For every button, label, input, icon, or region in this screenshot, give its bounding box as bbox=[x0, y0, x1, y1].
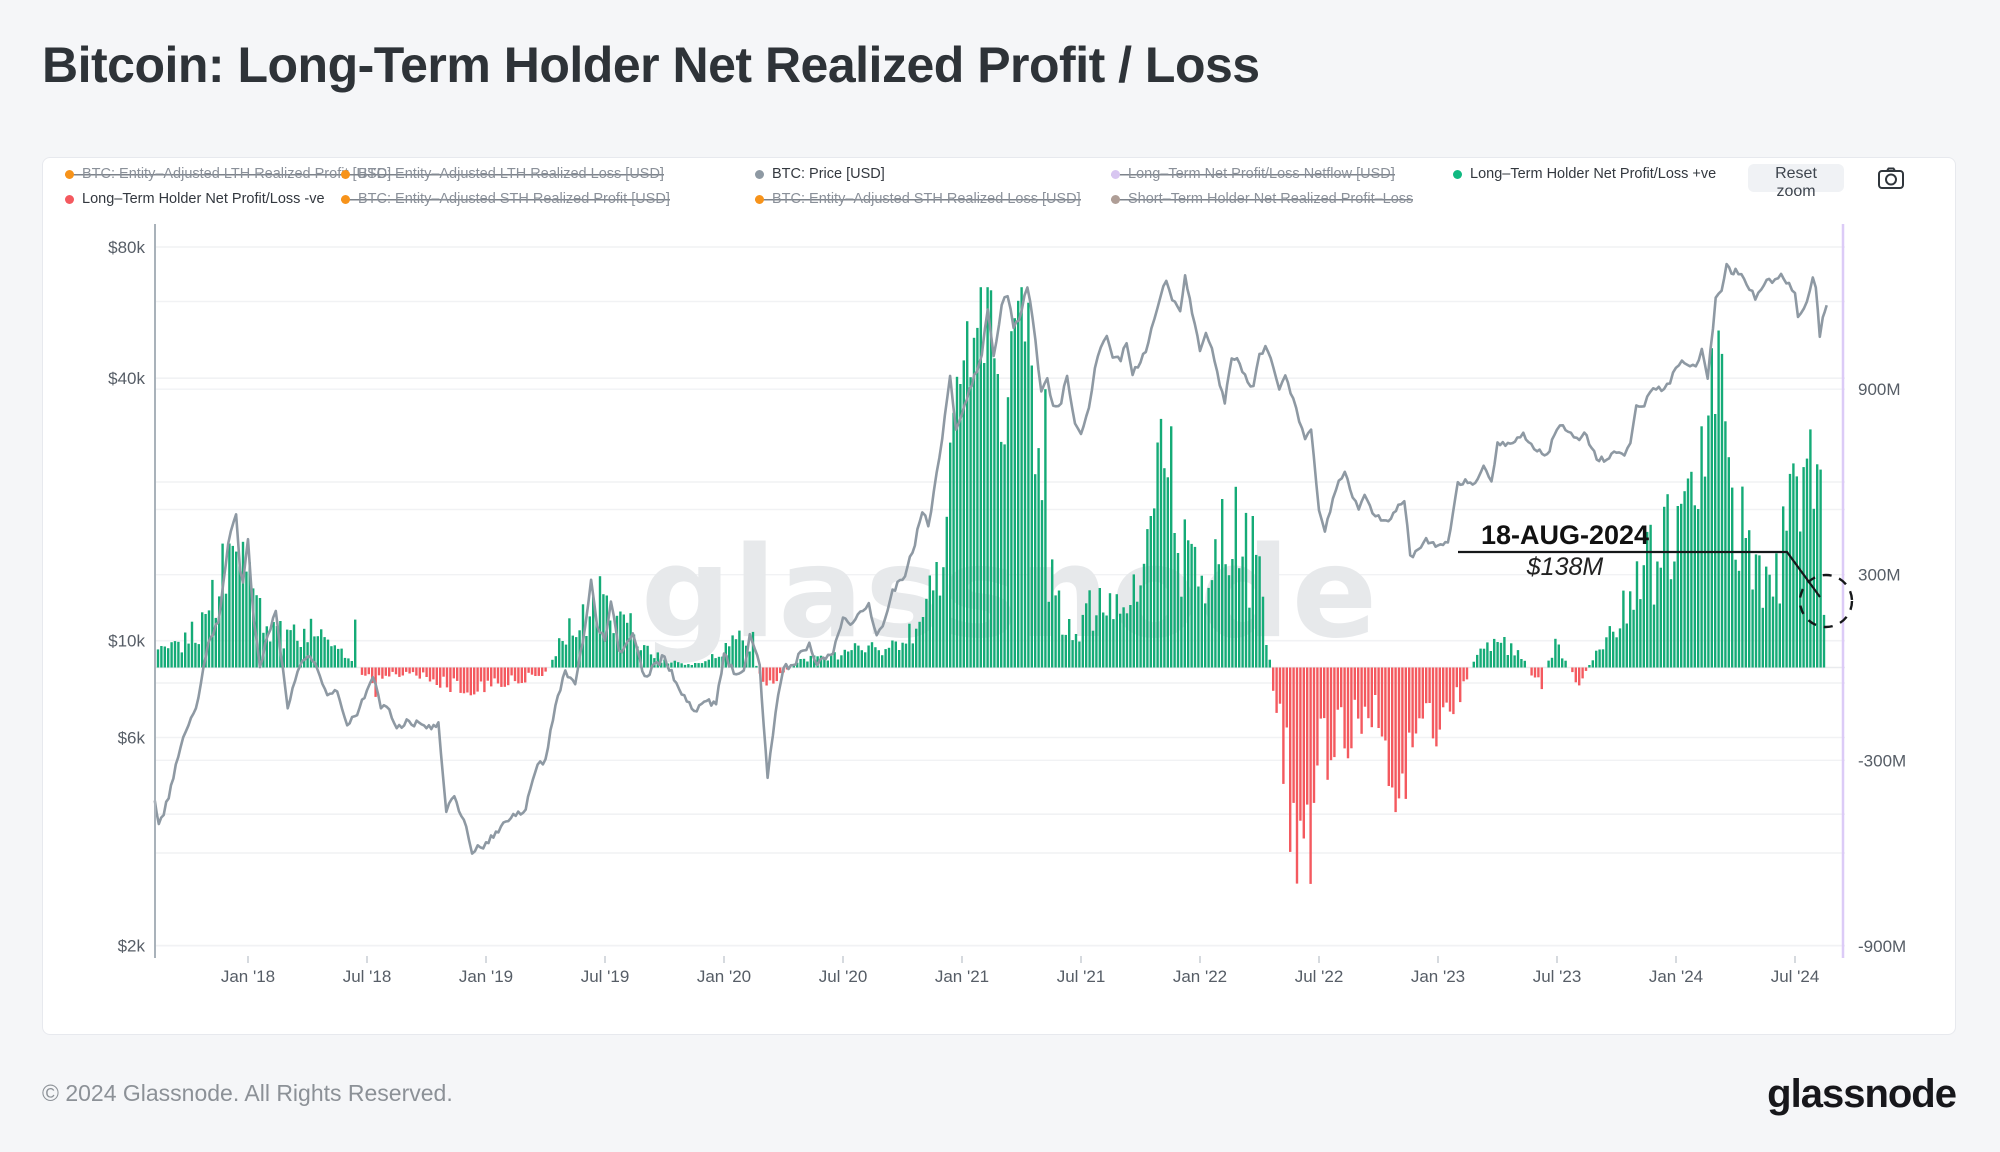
glassnode-logo: glassnode bbox=[1767, 1072, 1957, 1116]
legend-item-label: BTC: Price [USD] bbox=[772, 166, 885, 182]
camera-icon[interactable] bbox=[1877, 166, 1905, 190]
legend-item-3[interactable]: Long–Term Net Profit/Loss Netflow [USD] bbox=[1111, 166, 1395, 182]
svg-text:Jul '24: Jul '24 bbox=[1771, 967, 1820, 986]
annotation-18-aug-2024: 18-AUG-2024 $138M bbox=[1458, 520, 1854, 629]
legend-item-1[interactable]: BTC: Entity–Adjusted LTH Realized Loss [… bbox=[341, 166, 664, 182]
legend-dot-icon bbox=[755, 194, 764, 204]
legend-item-0[interactable]: BTC: Entity–Adjusted LTH Realized Profit… bbox=[65, 166, 392, 182]
svg-text:$10k: $10k bbox=[108, 632, 145, 651]
svg-text:Jul '23: Jul '23 bbox=[1533, 967, 1582, 986]
svg-text:Jan '19: Jan '19 bbox=[459, 967, 513, 986]
legend-dot-icon bbox=[65, 169, 74, 179]
legend-item-7[interactable]: BTC: Entity–Adjusted STH Realized Loss [… bbox=[755, 191, 1081, 207]
legend-item-2[interactable]: BTC: Price [USD] bbox=[755, 166, 885, 182]
chart-card: BTC: Entity–Adjusted LTH Realized Profit… bbox=[42, 157, 1956, 1035]
legend-item-label: BTC: Entity–Adjusted STH Realized Loss [… bbox=[772, 191, 1081, 207]
svg-text:$2k: $2k bbox=[118, 937, 146, 956]
svg-text:Jul '21: Jul '21 bbox=[1057, 967, 1106, 986]
svg-text:900M: 900M bbox=[1858, 380, 1901, 399]
legend-dot-icon bbox=[1111, 194, 1120, 204]
legend-dot-icon bbox=[341, 194, 350, 204]
svg-text:Jan '24: Jan '24 bbox=[1649, 967, 1703, 986]
chart-legend: BTC: Entity–Adjusted LTH Realized Profit… bbox=[43, 158, 1955, 218]
svg-text:Jan '20: Jan '20 bbox=[697, 967, 751, 986]
svg-text:18-AUG-2024: 18-AUG-2024 bbox=[1481, 520, 1649, 550]
svg-text:Jul '22: Jul '22 bbox=[1295, 967, 1344, 986]
svg-text:Jan '23: Jan '23 bbox=[1411, 967, 1465, 986]
legend-item-4[interactable]: Long–Term Holder Net Profit/Loss +ve bbox=[1453, 166, 1716, 182]
svg-text:$138M: $138M bbox=[1526, 553, 1604, 581]
page-title: Bitcoin: Long-Term Holder Net Realized P… bbox=[42, 37, 1260, 93]
legend-dot-icon bbox=[1453, 169, 1462, 179]
btc-price-line bbox=[153, 262, 1828, 855]
svg-text:$80k: $80k bbox=[108, 238, 145, 257]
legend-item-label: Long–Term Holder Net Profit/Loss +ve bbox=[1470, 166, 1717, 182]
legend-dot-icon bbox=[65, 194, 74, 204]
legend-item-label: Long–Term Holder Net Profit/Loss -ve bbox=[82, 191, 325, 207]
legend-item-label: Short–Term Holder Net Realized Profit–Lo… bbox=[1128, 191, 1414, 207]
legend-item-label: BTC: Entity–Adjusted STH Realized Profit… bbox=[358, 191, 670, 207]
legend-item-label: BTC: Entity–Adjusted LTH Realized Profit… bbox=[82, 166, 392, 182]
legend-item-8[interactable]: Short–Term Holder Net Realized Profit–Lo… bbox=[1111, 191, 1414, 207]
legend-item-label: BTC: Entity–Adjusted LTH Realized Loss [… bbox=[358, 166, 664, 182]
watermark-text: glassnode bbox=[641, 519, 1379, 666]
svg-text:-900M: -900M bbox=[1858, 937, 1906, 956]
svg-text:Jan '21: Jan '21 bbox=[935, 967, 989, 986]
legend-dot-icon bbox=[1111, 169, 1120, 179]
svg-text:Jan '22: Jan '22 bbox=[1173, 967, 1227, 986]
legend-item-6[interactable]: BTC: Entity–Adjusted STH Realized Profit… bbox=[341, 191, 670, 207]
svg-text:Jan '18: Jan '18 bbox=[221, 967, 275, 986]
legend-dot-icon bbox=[341, 169, 350, 179]
axis-labels: $80k $40k $10k $6k $2k 900M 300M -300M -900M Jan … bbox=[108, 238, 1906, 986]
copyright-text: © 2024 Glassnode. All Rights Reserved. bbox=[42, 1080, 453, 1106]
svg-text:Jul '19: Jul '19 bbox=[581, 967, 630, 986]
svg-text:300M: 300M bbox=[1858, 566, 1901, 585]
svg-text:Jul '18: Jul '18 bbox=[343, 967, 392, 986]
legend-dot-icon bbox=[755, 169, 764, 179]
svg-text:-300M: -300M bbox=[1858, 751, 1906, 770]
svg-text:$40k: $40k bbox=[108, 369, 145, 388]
svg-text:$6k: $6k bbox=[118, 729, 146, 748]
reset-zoom-button[interactable]: Reset zoom bbox=[1748, 164, 1844, 200]
chart-plot-area[interactable]: glassnode $80k $40k $10k $6k $2k 900M 300M -300M… bbox=[43, 158, 1955, 1034]
svg-text:Jul '20: Jul '20 bbox=[819, 967, 868, 986]
legend-item-5[interactable]: Long–Term Holder Net Profit/Loss -ve bbox=[65, 191, 325, 207]
legend-item-label: Long–Term Net Profit/Loss Netflow [USD] bbox=[1128, 166, 1395, 182]
bars-layer bbox=[156, 287, 1826, 884]
